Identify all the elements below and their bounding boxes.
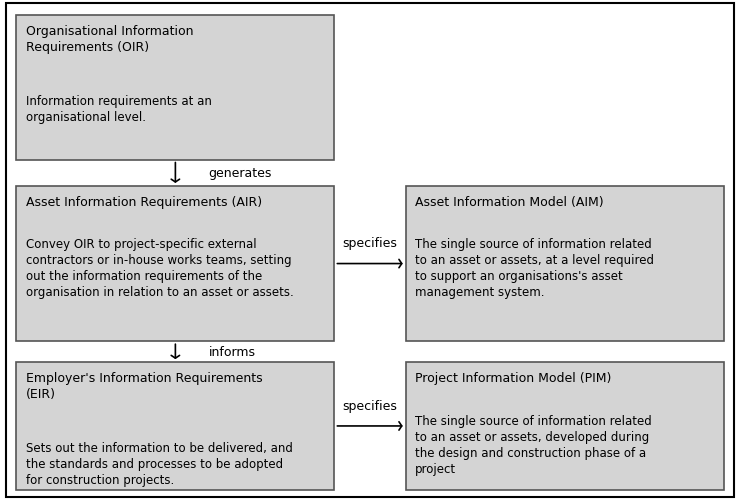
Text: Organisational Information
Requirements (OIR): Organisational Information Requirements … — [26, 25, 193, 54]
Bar — [16, 186, 334, 342]
Text: Information requirements at an
organisational level.: Information requirements at an organisat… — [26, 95, 212, 124]
Text: specifies: specifies — [343, 399, 397, 412]
Text: Sets out the information to be delivered, and
the standards and processes to be : Sets out the information to be delivered… — [26, 441, 293, 486]
Bar — [406, 186, 724, 342]
Bar — [16, 16, 334, 160]
Bar — [406, 362, 724, 490]
Text: generates: generates — [209, 167, 272, 180]
Text: The single source of information related
to an asset or assets, developed during: The single source of information related… — [415, 414, 652, 475]
Text: Convey OIR to project-specific external
contractors or in-house works teams, set: Convey OIR to project-specific external … — [26, 238, 294, 299]
Text: specifies: specifies — [343, 237, 397, 250]
Text: Employer's Information Requirements
(EIR): Employer's Information Requirements (EIR… — [26, 371, 263, 400]
Bar — [16, 362, 334, 490]
Text: informs: informs — [209, 346, 256, 358]
Text: Project Information Model (PIM): Project Information Model (PIM) — [415, 371, 611, 384]
Text: Asset Information Model (AIM): Asset Information Model (AIM) — [415, 195, 604, 208]
Text: The single source of information related
to an asset or assets, at a level requi: The single source of information related… — [415, 238, 654, 299]
Text: Asset Information Requirements (AIR): Asset Information Requirements (AIR) — [26, 195, 262, 208]
